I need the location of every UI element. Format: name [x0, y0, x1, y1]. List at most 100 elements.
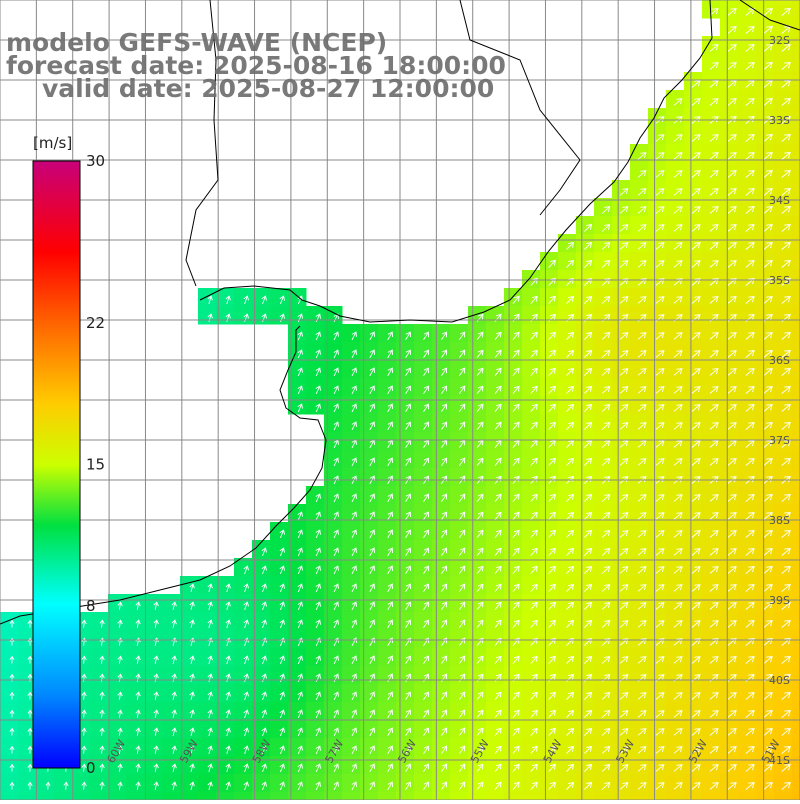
wind-arrow — [619, 530, 629, 538]
field-cell — [702, 414, 721, 433]
latitude-label: 37S — [769, 434, 790, 447]
wind-arrow — [458, 385, 466, 395]
field-cell — [702, 90, 721, 109]
wind-arrow — [207, 727, 213, 737]
field-cell — [162, 756, 181, 775]
wind-arrow — [691, 242, 701, 250]
wind-arrow — [512, 349, 520, 358]
wind-arrow — [530, 529, 538, 538]
field-cell — [612, 432, 631, 451]
field-cell — [720, 36, 739, 55]
field-cell — [360, 576, 379, 595]
field-cell — [522, 288, 541, 307]
field-cell — [234, 792, 253, 804]
field-cell — [756, 342, 775, 361]
wind-arrow — [261, 619, 267, 629]
field-cell — [360, 648, 379, 667]
field-cell — [648, 108, 667, 127]
field-cell — [666, 288, 685, 307]
field-cell — [288, 360, 307, 379]
wind-arrow — [709, 152, 719, 160]
field-cell — [720, 180, 739, 199]
wind-arrow — [494, 403, 502, 412]
field-cell — [630, 342, 649, 361]
field-cell — [756, 432, 775, 451]
wind-arrow — [261, 745, 267, 755]
field-cell — [450, 468, 469, 487]
wind-arrow — [727, 692, 737, 700]
field-cell — [756, 558, 775, 577]
wind-arrow — [225, 583, 231, 593]
field-cell — [396, 576, 415, 595]
field-cell — [306, 576, 325, 595]
field-cell — [594, 612, 613, 631]
field-cell — [162, 720, 181, 739]
wind-arrow — [727, 620, 737, 628]
field-cell — [666, 378, 685, 397]
latitude-label: 39S — [769, 594, 790, 607]
field-cell — [216, 576, 235, 595]
wind-arrow — [387, 421, 393, 431]
field-cell — [360, 612, 379, 631]
wind-arrow — [619, 242, 629, 250]
wind-arrow — [423, 637, 429, 647]
wind-arrow — [548, 529, 556, 538]
field-cell — [792, 630, 800, 649]
field-cell — [792, 774, 800, 793]
field-cell — [450, 738, 469, 757]
field-cell — [612, 216, 631, 235]
wind-arrow — [261, 781, 267, 791]
field-cell — [720, 720, 739, 739]
field-cell — [630, 756, 649, 775]
wind-arrow — [727, 206, 737, 214]
field-cell — [216, 792, 235, 804]
field-cell — [630, 684, 649, 703]
wind-arrow — [691, 602, 701, 610]
field-cell — [666, 180, 685, 199]
wind-arrow — [673, 656, 683, 664]
field-cell — [720, 576, 739, 595]
field-cell — [162, 702, 181, 721]
field-cell — [576, 630, 595, 649]
wind-arrow — [405, 349, 411, 359]
wind-arrow — [566, 295, 575, 304]
wind-arrow — [27, 781, 33, 790]
field-cell — [414, 792, 433, 804]
field-cell — [720, 738, 739, 757]
field-cell — [342, 738, 361, 757]
field-cell — [702, 630, 721, 649]
field-cell — [288, 540, 307, 559]
field-cell — [756, 540, 775, 559]
wind-arrow — [781, 583, 791, 592]
wind-arrow — [333, 547, 339, 557]
field-cell — [216, 756, 235, 775]
wind-arrow — [781, 421, 791, 430]
wind-arrow — [423, 691, 429, 701]
wind-arrow — [405, 763, 411, 773]
field-cell — [576, 756, 595, 775]
field-cell — [288, 594, 307, 613]
field-cell — [594, 252, 613, 271]
wind-arrow — [261, 763, 267, 773]
wind-arrow — [745, 367, 755, 376]
field-cell — [234, 702, 253, 721]
wind-arrow — [405, 511, 411, 521]
wind-arrow — [655, 458, 665, 466]
wind-arrow — [763, 745, 773, 754]
field-cell — [378, 396, 397, 415]
field-cell — [684, 216, 703, 235]
latitude-label: 35S — [769, 274, 790, 287]
wind-arrow — [476, 493, 484, 502]
wind-arrow — [117, 763, 123, 772]
field-cell — [738, 270, 757, 289]
wind-arrow — [619, 584, 629, 592]
field-cell — [252, 612, 271, 631]
wind-arrow — [709, 386, 719, 394]
wind-arrow — [655, 692, 665, 700]
wind-arrow — [745, 223, 755, 232]
field-cell — [630, 396, 649, 415]
field-cell — [648, 558, 667, 577]
field-cell — [594, 558, 613, 577]
field-cell — [594, 522, 613, 541]
field-cell — [612, 486, 631, 505]
